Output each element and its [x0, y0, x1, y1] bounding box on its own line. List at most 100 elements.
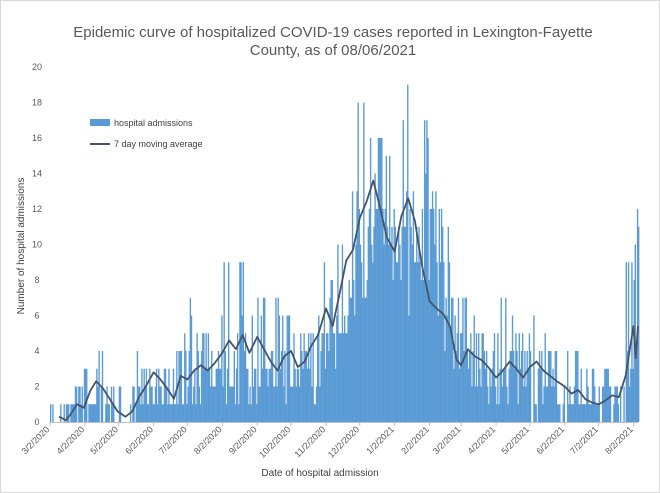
x-tick-label: 6/2/2021	[534, 424, 566, 456]
admissions-bar	[60, 404, 62, 422]
y-tick-label: 10	[32, 240, 42, 250]
admissions-bar	[135, 404, 137, 422]
admissions-bar	[520, 351, 523, 422]
admissions-bar	[240, 262, 242, 422]
admissions-bar	[362, 297, 364, 422]
y-axis-title: Number of hospital admissions	[16, 178, 27, 315]
admissions-bar	[432, 209, 435, 422]
admissions-bar	[90, 404, 92, 422]
admissions-bar	[390, 244, 392, 422]
admissions-bar	[541, 351, 543, 422]
admissions-bar	[278, 315, 281, 422]
admissions-bar	[161, 404, 163, 422]
admissions-bar	[154, 386, 157, 422]
admissions-bar	[483, 351, 486, 422]
x-tick-label: 10/2/2020	[257, 424, 292, 459]
admissions-bar	[478, 333, 480, 422]
admissions-bar	[302, 368, 304, 422]
admissions-bar	[194, 368, 196, 422]
admissions-bar	[446, 315, 448, 422]
admissions-bar	[167, 404, 169, 422]
admissions-bar	[328, 351, 330, 422]
admissions-bar	[288, 315, 291, 422]
admissions-bar	[133, 386, 135, 422]
admissions-bar	[573, 386, 576, 422]
admissions-bar	[171, 404, 174, 422]
admissions-bar	[155, 368, 158, 422]
admissions-bar	[153, 404, 156, 422]
admissions-bar	[144, 386, 146, 422]
admissions-bar	[141, 368, 143, 422]
admissions-bar	[198, 386, 201, 422]
admissions-bar	[514, 368, 516, 422]
admissions-bar	[438, 209, 440, 422]
admissions-bar	[178, 351, 180, 422]
admissions-bar	[517, 404, 519, 422]
admissions-bar	[233, 351, 235, 422]
admissions-bar	[540, 368, 542, 422]
admissions-bar	[149, 368, 151, 422]
admissions-bar	[191, 404, 194, 422]
admissions-bar	[296, 368, 299, 422]
admissions-bar	[346, 333, 348, 422]
admissions-bar	[73, 404, 76, 422]
admissions-bar	[101, 351, 104, 422]
admissions-bar	[336, 315, 338, 422]
admissions-bar	[142, 404, 144, 422]
y-tick-label: 20	[32, 62, 42, 72]
admissions-bar	[420, 280, 422, 422]
admissions-bar	[480, 386, 482, 422]
admissions-bar	[443, 262, 445, 422]
admissions-bar	[181, 404, 184, 422]
admissions-bar	[437, 315, 439, 422]
admissions-bar	[436, 262, 438, 422]
admissions-bar	[470, 333, 472, 422]
admissions-bar	[380, 138, 382, 422]
admissions-bar	[294, 368, 296, 422]
admissions-bar	[551, 386, 553, 422]
admissions-bar	[455, 351, 457, 422]
admissions-bar	[179, 351, 181, 422]
admissions-bar	[527, 368, 529, 422]
admissions-bar	[80, 404, 82, 422]
admissions-bar	[200, 351, 203, 422]
admissions-bar	[589, 404, 591, 422]
y-tick-label: 2	[34, 382, 39, 392]
y-axis: 0 2 4 6 8 10 12 14 16 18 20	[32, 62, 42, 427]
admissions-bar	[357, 102, 359, 422]
admissions-bar	[324, 368, 327, 422]
admissions-bar	[309, 368, 311, 422]
x-tick-label: 6/2/2020	[123, 424, 155, 456]
admissions-bar	[594, 386, 596, 422]
admissions-bar	[460, 333, 462, 422]
admissions-bar	[221, 315, 223, 422]
admissions-bar	[574, 351, 577, 422]
admissions-bar	[404, 226, 407, 422]
admissions-bar	[556, 404, 559, 422]
admissions-bar	[452, 297, 454, 422]
admissions-bar	[538, 351, 541, 422]
x-axis: 3/2/2020 4/2/2020 5/2/2020 6/2/2020 7/2/2020…	[20, 422, 638, 460]
admissions-bar	[91, 404, 94, 422]
admissions-bar	[403, 226, 406, 422]
admissions-bar	[258, 386, 260, 422]
admissions-bar	[291, 386, 293, 422]
x-tick-label: 5/2/2020	[88, 424, 120, 456]
admissions-bar	[226, 368, 229, 422]
admissions-bar	[358, 209, 361, 422]
admissions-bar	[630, 368, 632, 422]
admissions-bar	[342, 333, 345, 422]
admissions-bar	[614, 386, 616, 422]
admissions-bar	[419, 262, 421, 422]
legend-swatch-admissions	[90, 119, 110, 126]
admissions-bar	[276, 386, 278, 422]
admissions-bar	[490, 386, 492, 422]
admissions-bar	[389, 155, 391, 422]
admissions-bar	[588, 404, 590, 422]
admissions-bar	[367, 226, 370, 422]
y-tick-label: 0	[34, 417, 39, 427]
admissions-bar	[93, 404, 96, 422]
admissions-bar	[190, 315, 193, 422]
admissions-bar	[323, 262, 326, 422]
admissions-bar	[304, 351, 306, 422]
